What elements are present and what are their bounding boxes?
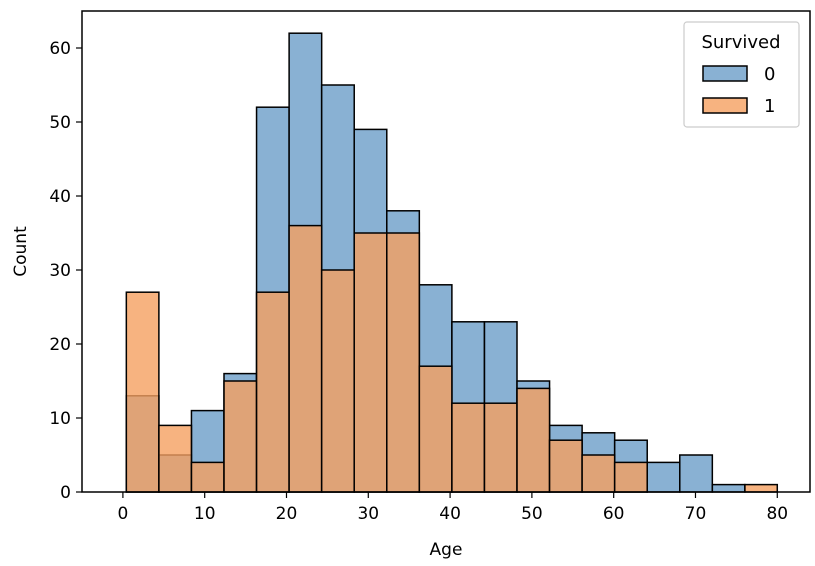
bar-series-1-bin-0 (125, 291, 160, 493)
bar-series-1-bin-5 (288, 224, 323, 493)
y-tick-label: 30 (49, 261, 71, 281)
bar-series-1-bin-7 (353, 232, 388, 493)
y-tick-label: 60 (49, 39, 71, 59)
bar-series-1-bin-1 (158, 424, 193, 493)
bar-series-0-bin-16 (646, 461, 681, 493)
x-tick-label: 70 (685, 504, 707, 524)
x-tick-label: 40 (439, 504, 461, 524)
legend-title: Survived (701, 32, 780, 53)
bar-series-1-bin-11 (483, 402, 518, 493)
bar-series-1-bin-2 (190, 461, 225, 493)
y-tick-label: 50 (49, 113, 71, 133)
bar-series-1-bin-4 (255, 291, 290, 493)
bar-series-0-bin-18 (711, 483, 746, 493)
y-tick-label: 20 (49, 335, 71, 355)
y-tick-label: 40 (49, 187, 71, 207)
bar-series-1-bin-10 (451, 402, 486, 493)
x-tick-label: 30 (357, 504, 379, 524)
y-axis-ticks: 0 10 20 30 40 50 60 (49, 39, 82, 503)
bar-series-1-bin-15 (613, 461, 648, 493)
bar-series-1-bin-12 (516, 387, 551, 493)
bar-series-1-bin-9 (418, 365, 453, 493)
y-axis-title: Count (11, 226, 31, 277)
x-tick-label: 50 (521, 504, 543, 524)
bar-series-1-bin-14 (581, 454, 616, 493)
bar-series-1-bin-3 (223, 380, 258, 493)
bar-series-1-bin-19 (744, 483, 779, 493)
plot-frame (81, 10, 811, 493)
bar-series-1-bin-8 (386, 232, 421, 493)
series-1-bars (125, 224, 779, 493)
x-tick-label: 60 (603, 504, 625, 524)
x-axis-title: Age (430, 540, 463, 560)
x-axis-ticks: 0 10 20 30 40 50 60 70 80 (117, 492, 788, 524)
x-tick-label: 0 (117, 504, 128, 524)
y-tick-label: 0 (60, 483, 71, 503)
legend-swatch-0 (702, 65, 748, 82)
x-tick-label: 20 (276, 504, 298, 524)
y-tick-label: 10 (49, 409, 71, 429)
bar-series-0-bin-17 (679, 454, 714, 493)
legend-label-1: 1 (764, 96, 775, 117)
legend: Survived 0 1 (683, 21, 800, 128)
bar-series-1-bin-6 (320, 269, 355, 493)
bar-series-1-bin-13 (548, 439, 583, 493)
legend-swatch-1 (702, 97, 748, 114)
x-tick-label: 80 (766, 504, 788, 524)
legend-label-0: 0 (764, 64, 775, 85)
x-tick-label: 10 (194, 504, 216, 524)
